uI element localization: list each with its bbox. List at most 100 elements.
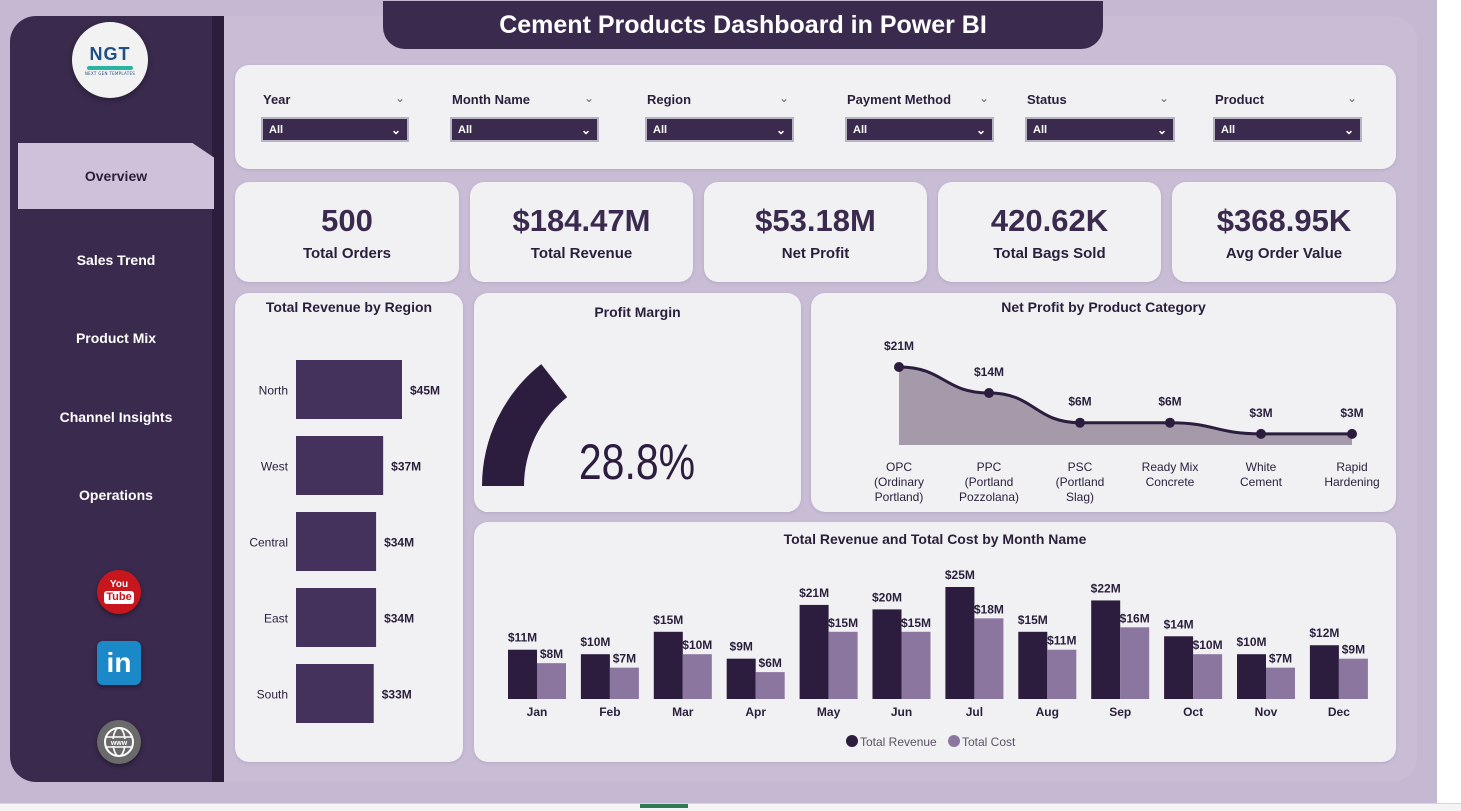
filter-label: Status — [1027, 92, 1067, 107]
chevron-down-icon[interactable]: ⌄ — [1159, 91, 1170, 105]
category-tick-label: Portland) — [875, 490, 924, 504]
cost-bar — [755, 672, 785, 699]
category-data-label: $3M — [1340, 406, 1363, 420]
cost-bar — [901, 631, 931, 699]
region-data-label: $34M — [384, 536, 414, 550]
panel-title: Total Revenue by Region — [265, 299, 433, 315]
revenue-data-label: $10M — [1236, 635, 1266, 649]
month-name-select[interactable]: All ⌄ — [450, 117, 599, 142]
chevron-down-icon: ⌄ — [580, 122, 591, 137]
month-tick-label: Sep — [1109, 705, 1131, 719]
profit-margin-panel: Profit Margin 28.8% — [474, 293, 801, 512]
gauge-track — [482, 486, 792, 512]
filter-label: Product — [1215, 92, 1265, 107]
region-data-label: $33M — [382, 688, 412, 702]
kpi-card-total-bags-sold[interactable]: 420.62K Total Bags Sold — [938, 182, 1161, 282]
linkedin-icon[interactable]: in — [97, 641, 141, 685]
select-value: All — [853, 123, 868, 136]
monthly-revenue-cost-panel: Total Revenue and Total Cost by Month Na… — [474, 522, 1396, 762]
category-tick-label: White — [1246, 460, 1277, 474]
product-select[interactable]: All ⌄ — [1213, 117, 1362, 142]
chevron-down-icon: ⌄ — [390, 122, 401, 137]
logo-text: NGT — [89, 44, 131, 64]
payment-method-select[interactable]: All ⌄ — [845, 117, 994, 142]
youtube-text-bottom: Tube — [104, 591, 134, 604]
revenue-data-label: $14M — [1164, 617, 1194, 631]
chevron-down-icon[interactable]: ⌄ — [979, 91, 990, 105]
cost-data-label: $11M — [1047, 634, 1076, 648]
revenue-data-label: $22M — [1091, 581, 1121, 595]
region-revenue-panel: Total Revenue by Region North $45M West $37… — [235, 293, 463, 762]
panel-title: Net Profit by Product Category — [1001, 299, 1206, 315]
select-value: All — [269, 123, 284, 136]
region-data-label: $45M — [410, 384, 440, 398]
kpi-card-total-orders[interactable]: 500 Total Orders — [235, 182, 459, 282]
status-select[interactable]: All ⌄ — [1025, 117, 1175, 142]
category-tick-label: Slag) — [1066, 490, 1094, 504]
revenue-data-label: $20M — [872, 590, 902, 604]
category-tick-label: Rapid — [1336, 460, 1367, 474]
filter-label: Month Name — [452, 92, 530, 107]
year-select[interactable]: All ⌄ — [261, 117, 409, 142]
chevron-down-icon[interactable]: ⌄ — [584, 91, 595, 105]
month-tick-label: Nov — [1255, 705, 1278, 719]
month-tick-label: Feb — [599, 705, 620, 719]
region-select[interactable]: All ⌄ — [645, 117, 794, 142]
kpi-card-avg-order-value[interactable]: $368.95K Avg Order Value — [1172, 182, 1396, 282]
filter-label: Payment Method — [847, 92, 952, 107]
select-value: All — [653, 123, 668, 136]
sidebar-item-overview[interactable]: Overview — [18, 143, 214, 209]
month-tick-label: Aug — [1036, 705, 1059, 719]
kpi-label: Total Revenue — [530, 244, 633, 262]
chevron-down-icon[interactable]: ⌄ — [395, 91, 406, 105]
month-tick-label: Jun — [891, 705, 912, 719]
active-sheet-tab[interactable] — [640, 804, 688, 808]
monthly-chart: $11M$8MJan$10M$7MFeb$15M$10MMar$9M$6MApr… — [508, 568, 1368, 749]
category-tick-label: (Ordinary — [874, 475, 924, 489]
kpi-label: Avg Order Value — [1225, 244, 1343, 262]
globe-glyph: www — [104, 727, 134, 757]
sidebar-item-channel-insights[interactable]: Channel Insights — [18, 384, 214, 450]
cost-bar — [828, 631, 858, 699]
month-tick-label: May — [817, 705, 841, 719]
category-point — [1075, 417, 1085, 428]
youtube-icon[interactable]: You Tube — [97, 570, 141, 614]
region-tick-label: East — [264, 612, 289, 626]
logo-subtext: NEXT GEN TEMPLATES — [84, 71, 136, 76]
category-tick-label: Cement — [1240, 475, 1283, 489]
kpi-card-total-revenue[interactable]: $184.47M Total Revenue — [470, 182, 693, 282]
select-value: All — [1221, 123, 1236, 136]
category-data-label: $6M — [1068, 395, 1091, 409]
month-tick-label: Oct — [1183, 705, 1203, 719]
revenue-data-label: $15M — [653, 613, 683, 627]
revenue-bar — [1237, 654, 1266, 699]
chevron-down-icon: ⌄ — [775, 122, 786, 137]
cost-data-label: $10M — [682, 638, 712, 652]
region-chart: North $45M West $37M Central $34M East $34M Sout… — [249, 360, 440, 723]
revenue-bar — [726, 658, 756, 699]
sidebar-item-product-mix[interactable]: Product Mix — [18, 305, 214, 371]
bottom-tab-strip — [0, 803, 1461, 811]
kpi-value: $184.47M — [512, 202, 651, 238]
title-bar: Cement Products Dashboard in Power BI — [383, 1, 1103, 49]
chevron-down-icon[interactable]: ⌄ — [1347, 91, 1358, 105]
globe-icon[interactable]: www — [97, 720, 141, 764]
category-data-label: $21M — [884, 339, 914, 353]
category-area — [899, 367, 1352, 445]
category-tick-label: (Portland — [1056, 475, 1105, 489]
kpi-card-net-profit[interactable]: $53.18M Net Profit — [704, 182, 927, 282]
category-point — [1165, 417, 1175, 428]
revenue-data-label: $10M — [580, 635, 610, 649]
legend-cost-marker — [948, 735, 960, 747]
sidebar-item-label: Overview — [84, 168, 148, 184]
cost-data-label: $15M — [828, 616, 858, 630]
cost-data-label: $7M — [613, 652, 636, 666]
cost-data-label: $9M — [1342, 643, 1365, 657]
chevron-down-icon: ⌄ — [1156, 122, 1167, 137]
sidebar-item-sales-trend[interactable]: Sales Trend — [18, 227, 214, 293]
kpi-label: Net Profit — [781, 244, 850, 262]
chevron-down-icon[interactable]: ⌄ — [779, 91, 790, 105]
sidebar-item-operations[interactable]: Operations — [18, 462, 214, 528]
ngt-logo[interactable]: NGT NEXT GEN TEMPLATES — [72, 22, 148, 98]
region-data-label: $37M — [391, 460, 421, 474]
